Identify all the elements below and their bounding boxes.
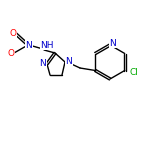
Text: N: N xyxy=(40,60,46,69)
Text: N: N xyxy=(26,40,32,50)
Text: N: N xyxy=(66,57,72,66)
Text: NH: NH xyxy=(40,40,54,50)
Text: N: N xyxy=(110,39,116,48)
Text: O: O xyxy=(8,50,15,58)
Text: Cl: Cl xyxy=(129,68,138,77)
Text: O: O xyxy=(9,28,16,38)
